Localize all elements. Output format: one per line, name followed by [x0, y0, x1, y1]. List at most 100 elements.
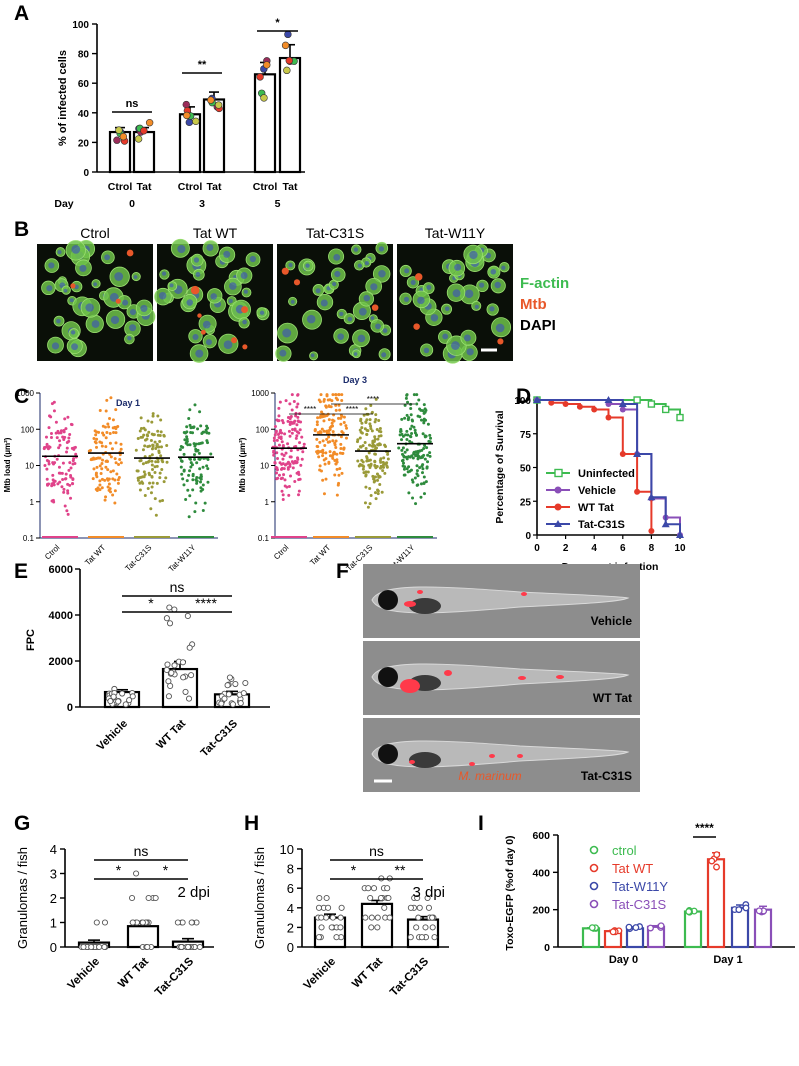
data-point [408, 427, 412, 431]
nucleus [57, 250, 62, 255]
data-point [328, 924, 335, 931]
data-point [185, 695, 193, 702]
data-point [376, 489, 380, 493]
data-point [413, 428, 417, 432]
data-point [96, 456, 100, 460]
data-point [619, 451, 626, 457]
mtb-spot [281, 267, 289, 275]
y-tick-label: 0 [67, 702, 73, 714]
data-point [101, 458, 105, 462]
data-point [171, 662, 178, 669]
data-point [322, 429, 326, 433]
nucleus [452, 289, 461, 298]
nucleus [133, 275, 138, 279]
panel-letter-b: B [14, 218, 30, 241]
data-point [156, 414, 160, 418]
data-point [366, 470, 370, 474]
data-point [330, 399, 334, 403]
x-tick-label: 2 [563, 543, 569, 554]
nucleus [357, 334, 366, 343]
data-point [166, 620, 174, 627]
data-point [293, 419, 297, 423]
data-point [411, 480, 415, 484]
data-point [152, 433, 156, 437]
data-point [182, 483, 186, 487]
data-point [423, 457, 427, 461]
y-tick-label: 6000 [49, 564, 73, 576]
nucleus [305, 263, 310, 268]
nucleus [56, 318, 61, 324]
bar [406, 918, 440, 949]
data-point [419, 456, 423, 460]
data-point [364, 420, 368, 424]
nucleus [206, 244, 214, 252]
nucleus [71, 245, 81, 254]
data-point [409, 406, 413, 410]
data-point [141, 448, 145, 452]
data-point [119, 447, 123, 451]
data-point [281, 444, 285, 448]
data-point [150, 475, 154, 479]
data-point [92, 436, 96, 440]
data-point [139, 416, 143, 420]
data-point [94, 471, 98, 475]
data-point [713, 851, 721, 859]
data-point [52, 400, 56, 404]
data-point [283, 478, 287, 482]
data-point [362, 413, 366, 417]
x-tick-label: 10 [674, 543, 686, 554]
nucleus [358, 307, 367, 316]
data-point [62, 487, 66, 491]
data-point [136, 478, 140, 482]
panel-letter-h: H [244, 812, 260, 835]
data-point [146, 419, 150, 423]
data-point [339, 413, 343, 417]
data-point [183, 438, 187, 442]
data-point [221, 695, 228, 702]
data-point [363, 501, 367, 505]
micrograph-label: Ctrol [80, 225, 110, 241]
data-point [418, 934, 425, 941]
panel-letter-i: I [478, 812, 484, 835]
data-point [188, 672, 195, 679]
data-point [370, 885, 378, 892]
data-point [360, 421, 364, 425]
data-point [337, 403, 341, 407]
data-point [142, 470, 146, 474]
data-point [290, 408, 294, 412]
data-point [291, 427, 295, 431]
data-point [328, 440, 332, 444]
data-point [331, 456, 335, 460]
data-point [107, 482, 111, 486]
data-point [386, 914, 393, 921]
data-point [194, 501, 198, 505]
data-point [100, 467, 104, 471]
nucleus [495, 323, 505, 333]
y-tick-label: 4000 [49, 610, 73, 622]
data-point [100, 461, 104, 465]
data-point [421, 432, 425, 436]
data-point [325, 414, 329, 418]
data-point [189, 430, 193, 434]
data-point [339, 446, 343, 450]
data-point [301, 450, 305, 454]
y-tick-label: 1 [50, 916, 57, 931]
legend-label: Tat WT [612, 861, 653, 876]
data-point [98, 488, 102, 492]
data-point [157, 445, 161, 449]
data-point [315, 450, 319, 454]
data-point [66, 489, 70, 493]
data-point [43, 463, 47, 467]
x-tick-label: 6 [620, 543, 626, 554]
data-point [285, 56, 293, 65]
data-point [160, 458, 164, 462]
bacteria-spot [517, 754, 523, 758]
data-point [80, 943, 87, 951]
nucleus [169, 283, 174, 288]
data-point [61, 435, 65, 439]
data-point [377, 894, 384, 902]
data-point [161, 498, 165, 502]
data-point [373, 435, 377, 439]
